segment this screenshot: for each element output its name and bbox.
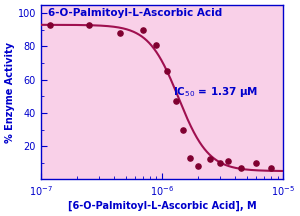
Point [269, 166, 274, 170]
Point [208, 158, 213, 161]
Point [196, 164, 201, 168]
Point [141, 28, 146, 32]
Point [181, 128, 186, 131]
Text: IC$_{50}$ = 1.37 μM: IC$_{50}$ = 1.37 μM [173, 85, 258, 99]
Point [188, 156, 192, 160]
Text: 6-O-Palmitoyl-L-Ascorbic Acid: 6-O-Palmitoyl-L-Ascorbic Acid [48, 8, 222, 18]
Point [173, 100, 178, 103]
Point [226, 159, 230, 163]
Point [239, 166, 244, 170]
Y-axis label: % Enzyme Activity: % Enzyme Activity [5, 42, 15, 143]
X-axis label: [6-O-Palmitoyl-L-Ascorbic Acid], M: [6-O-Palmitoyl-L-Ascorbic Acid], M [68, 201, 256, 211]
Point [218, 161, 222, 165]
Point [165, 70, 170, 73]
Point [254, 161, 259, 165]
Point [118, 31, 122, 35]
Point [87, 23, 92, 27]
Point [48, 23, 53, 27]
Point [154, 43, 159, 46]
